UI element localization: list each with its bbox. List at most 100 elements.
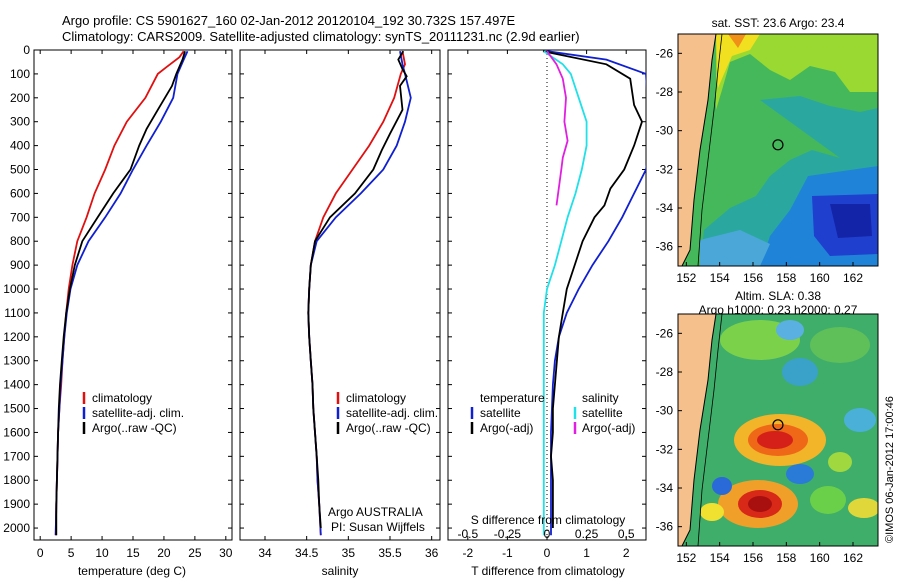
- salinity-x-axis: 34 34.5 35 35.5 36: [258, 50, 439, 560]
- lon-tick-label: 154: [710, 551, 730, 565]
- sst-field: [678, 34, 878, 266]
- sla-map-frame: [677, 313, 879, 547]
- depth-tick-label: 2000: [3, 521, 30, 535]
- temperature-xlabel: temperature (deg C): [78, 564, 186, 578]
- depth-tick-label: 1800: [3, 473, 30, 487]
- legend-t-satellite: satellite: [480, 406, 521, 420]
- lon-tick-label: 156: [743, 271, 763, 285]
- coastline: [681, 33, 717, 267]
- lon-tick-label: 152: [676, 271, 696, 285]
- t-difference-label: T difference from climatology: [471, 564, 625, 578]
- depth-tick-label: 1600: [3, 425, 30, 439]
- depth-tick-label: 600: [10, 186, 30, 200]
- salinity-depth-ticks: [240, 49, 440, 529]
- x-tick-label: 25: [188, 546, 202, 560]
- lat-tick-label: -32: [656, 442, 674, 456]
- lon-tick-label: 162: [843, 271, 863, 285]
- s-difference-ticks: -0.5 -0.25 0 0.25 0.5: [457, 527, 634, 541]
- lon-tick-label: 158: [776, 551, 796, 565]
- header-line2: Climatology: CARS2009. Satellite-adjuste…: [62, 29, 580, 44]
- depth-tick-label: 1300: [3, 354, 30, 368]
- sla-map-axes: 152 154 156 158 160 162 -26 -28 -30 -32 -34 -36: [656, 326, 864, 565]
- lon-tick-label: 154: [710, 271, 730, 285]
- salinity-xlabel: salinity: [322, 564, 359, 578]
- lat-tick-label: -34: [656, 201, 674, 215]
- depth-tick-label: 800: [10, 234, 30, 248]
- difference-panel: -2 -1 0 1 2 S difference from climatology -0…: [447, 49, 647, 578]
- lon-tick-label: 162: [843, 551, 863, 565]
- lon-tick-label: 160: [810, 271, 830, 285]
- argo-position-marker-sla: [772, 419, 784, 431]
- s-tick-label: 0: [544, 527, 551, 541]
- sst-map-panel: sat. SST: 23.6 Argo: 23.4 152 154 156 158 16…: [656, 16, 879, 285]
- series-line-temperature-satellite: [546, 50, 646, 536]
- depth-tick-label: 900: [10, 258, 30, 272]
- x-tick-label: 35: [342, 546, 356, 560]
- series-line-salinity-satellite: [542, 50, 588, 536]
- lon-tick-label: 152: [676, 551, 696, 565]
- lat-tick-label: -26: [656, 46, 674, 60]
- legend-s-argo: Argo(-adj): [582, 421, 635, 435]
- depth-tick-label: 200: [10, 91, 30, 105]
- temperature-x-axis: 0 5 10 15 20 25 30: [37, 50, 233, 560]
- depth-tick-label: 1000: [3, 282, 30, 296]
- x-tick-label: 5: [68, 546, 75, 560]
- difference-legend: temperature satellite Argo(-adj) salinit…: [470, 391, 635, 435]
- isobath-sla: [697, 313, 723, 547]
- s-tick-label: -0.25: [494, 527, 522, 541]
- lat-tick-label: -34: [656, 481, 674, 495]
- legend-argo: Argo(..raw -QC): [92, 421, 177, 435]
- series-line-argo-raw-qc: [307, 50, 408, 529]
- lon-tick-label: 158: [776, 271, 796, 285]
- legend-climatology: climatology: [346, 391, 406, 405]
- legend-t-argo: Argo(-adj): [480, 421, 533, 435]
- temperature-legend: climatology satellite-adj. clim. Argo(..…: [82, 391, 184, 435]
- depth-tick-label: 400: [10, 139, 30, 153]
- depth-tick-label: 1200: [3, 330, 30, 344]
- depth-tick-label: 500: [10, 163, 30, 177]
- argo-position-marker: [772, 139, 784, 151]
- lat-tick-label: -30: [656, 404, 674, 418]
- sst-map-frame: [677, 33, 879, 267]
- lat-tick-label: -36: [656, 240, 674, 254]
- temperature-panel: 0100200300400500600700800900100011001200…: [3, 43, 233, 578]
- legend-temperature-title: temperature: [480, 391, 545, 405]
- sst-map-title: sat. SST: 23.6 Argo: 23.4: [712, 16, 845, 30]
- x-tick-label: 2: [623, 546, 630, 560]
- salinity-legend: climatology satellite-adj. clim. Argo(..…: [336, 391, 438, 435]
- x-tick-label: 0: [544, 546, 551, 560]
- difference-x-axis: -2 -1 0 1 2: [462, 50, 630, 560]
- s-difference-label: S difference from climatology: [471, 513, 626, 527]
- coastline-sla: [681, 313, 717, 547]
- series-line-temperature-argo-adj: [542, 50, 643, 528]
- lat-tick-label: -26: [656, 326, 674, 340]
- argo-pi-label: PI: Susan Wijffels: [331, 520, 425, 534]
- depth-tick-label: 700: [10, 210, 30, 224]
- x-tick-label: -2: [462, 546, 473, 560]
- lat-tick-label: -28: [656, 365, 674, 379]
- legend-satellite: satellite-adj. clim.: [346, 406, 438, 420]
- x-tick-label: 34: [258, 546, 272, 560]
- australia-coast: [678, 34, 716, 266]
- isobath: [697, 33, 723, 267]
- temperature-depth-axis: 0 100 200 300 400 500 600 700 800 900 1000 1100 1200…: [3, 43, 232, 535]
- sla-map-panel: Altim. SLA: 0.38 Argo h1000: 0.23 h2000:…: [656, 289, 879, 565]
- series-line-climatology: [307, 51, 406, 536]
- argo-program-label: Argo AUSTRALIA: [328, 505, 423, 519]
- x-tick-label: 10: [95, 546, 109, 560]
- salinity-series: [307, 50, 412, 536]
- temperature-series: [54, 50, 189, 536]
- legend-argo: Argo(..raw -QC): [346, 421, 431, 435]
- salinity-frame: [239, 49, 441, 541]
- depth-tick-label: 1500: [3, 402, 30, 416]
- x-tick-label: 1: [583, 546, 590, 560]
- difference-series: [542, 50, 646, 536]
- lat-tick-label: -36: [656, 520, 674, 534]
- series-line-climatology: [54, 50, 185, 536]
- lat-tick-label: -32: [656, 162, 674, 176]
- sla-field: [678, 314, 878, 546]
- depth-tick-label: 0: [23, 43, 30, 57]
- temperature-frame: [33, 49, 233, 541]
